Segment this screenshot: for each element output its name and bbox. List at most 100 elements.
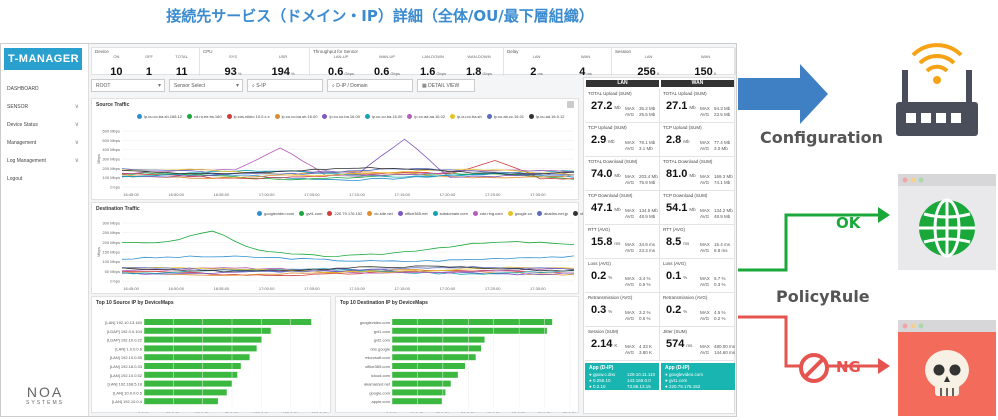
stat-group-title: Delay [507, 49, 519, 54]
filter-bar: ROOT ▾ Sensor Select ▾ ⌕ S-IP ⌕ D-IP / Dom… [91, 79, 581, 93]
legend-swatch [486, 114, 492, 120]
top-source-title: Top 10 Source IP by DeviceMaps [96, 300, 174, 306]
kpi-max-label: MAX [700, 174, 710, 179]
legend-item[interactable]: 220.79.176.152 [322, 211, 362, 217]
kpi-max-value: 94.3 Mb [714, 106, 731, 111]
kpi-avg: AVG 23.3 ms [625, 248, 655, 253]
legend-item[interactable]: subdomain.com [428, 211, 468, 217]
sensor-select[interactable]: Sensor Select ▾ [169, 79, 243, 92]
dip-domain-input[interactable]: ⌕ D-IP / Domain [327, 79, 413, 92]
legend-label: cdn.ring.com [479, 211, 503, 216]
sidebar-item-logout[interactable]: Logout [7, 174, 83, 184]
sidebar-item-label: Management [7, 140, 37, 146]
stat-value: 11 [175, 66, 188, 78]
sidebar-item-sensor[interactable]: SENSOR ∨ [7, 102, 83, 112]
series-line [121, 266, 575, 273]
router-icon [896, 43, 978, 136]
legend-item[interactable]: office365.net [393, 211, 428, 217]
sidebar-item-log-management[interactable]: Log Management ∨ [7, 156, 83, 166]
kpi-title: TCP Download (SUM) [663, 193, 708, 198]
app-name: ● 0.256.10 [589, 378, 611, 383]
prohibited-icon [799, 353, 829, 383]
kpi-value: 0.3% [591, 304, 613, 316]
bar-label: [LAN] 192.18.0.33 [110, 364, 143, 369]
kpi-cell: Retransmission (AVG) 0.3% MAX 3.2 % AVG 0.6 % [585, 293, 660, 327]
bar-label: googlevideo.com [360, 320, 391, 325]
legend-item[interactable]: ip.cu.co.ba.sh [445, 114, 482, 120]
kpi-title: TCP Upload (SUM) [663, 125, 702, 130]
kpi-value: 2.9 Mb [591, 134, 615, 146]
x-tick-label: 17:15:00 [394, 192, 410, 197]
bar-label: [LAN] 10.0.0.0.5 [113, 390, 143, 395]
legend-label: ip.cu.co.ba.16.00 [371, 114, 403, 119]
kpi-max-label: MAX [625, 208, 635, 213]
kpi-avg-value: 144.60 ms [714, 350, 736, 355]
legend-item[interactable]: cdn.ring.com [468, 211, 503, 217]
kpi-max: MAX 480.00 ms [700, 344, 735, 349]
kpi-title: TCP Upload (SUM) [588, 125, 627, 130]
kpi-cell: TCP Download (SUM) 47.1 Mb MAX 134.5 Mb AVG 48… [585, 191, 660, 225]
bar-label: google.com [369, 390, 390, 395]
dip-placeholder: D-IP / Domain [336, 83, 368, 89]
legend-swatch [432, 211, 438, 217]
web-ng-skull-icon [898, 320, 996, 416]
kpi-max: MAX 35.2 Mb [625, 106, 655, 111]
sidebar-item-dashboard[interactable]: DASHBOARD [7, 84, 83, 94]
kpi-avg-value: 23.3 ms [639, 248, 656, 253]
kpi-avg-label: AVG [625, 214, 635, 219]
detail-view-button[interactable]: ▦ DETAIL VIEW [417, 79, 475, 92]
legend-item[interactable]: ip.co.ad.aa.16.02 [402, 114, 445, 120]
kpi-max: MAX 3.4 % [625, 276, 651, 281]
root-select[interactable]: ROOT ▾ [91, 79, 165, 92]
app-dip-box[interactable]: App (D-IP) ● gpxw.c.dns 129.10.11.110 ● 0.2… [585, 363, 659, 390]
legend-item[interactable]: ip.cu.co.ba.16.00 [360, 114, 403, 120]
x-tick-label: 17:10:00 [349, 286, 365, 291]
stat-label: ON [113, 54, 120, 59]
legend-item[interactable]: akadns.net.jp [532, 211, 568, 217]
legend-swatch [327, 211, 333, 217]
legend-label: gvt1.com [306, 211, 323, 216]
kpi-avg: AVG 0.3 % [700, 282, 726, 287]
kpi-max-value: 169.3 Mb [714, 174, 733, 179]
legend-item[interactable]: ip.cu.co.ba.sh.168.12 [132, 114, 182, 120]
kpi-avg-label: AVG [700, 112, 710, 117]
legend-item[interactable]: ip.cu.co.ba.sh.16.00 [270, 114, 317, 120]
app-logo[interactable]: T-MANAGER [4, 48, 82, 70]
kpi-max: MAX 3.2 % [625, 310, 651, 315]
legend-item[interactable]: ip.cu.ad.16.0.12 [524, 114, 565, 120]
chevron-down-icon: ▾ [235, 83, 239, 89]
sidebar-item-management[interactable]: Management ∨ [7, 138, 83, 148]
app-dip-box[interactable]: App (D-IP) ● googlevideo.com ● gvt1.com ● 2… [661, 363, 735, 390]
app-box-row: ● googlevideo.com [665, 372, 703, 377]
legend-item[interactable]: google.co [503, 211, 532, 217]
kpi-max-value: 34.9 ms [639, 242, 656, 247]
chevron-down-icon: ∨ [74, 158, 79, 164]
sidebar-item-device-status[interactable]: Device Status ∨ [7, 120, 83, 130]
y-tick-label: 50 Mbps [105, 269, 120, 274]
kpi-max-value: 15.4 ms [714, 242, 731, 247]
bar-label: gvt1.com [374, 329, 391, 334]
x-tick-label: 40.0 Gb [487, 411, 502, 413]
kpi-max: MAX 203.4 Mb [625, 174, 658, 179]
legend-item[interactable]: cd.ru.ee.bs.160 [182, 114, 222, 120]
kpi-avg-label: AVG [625, 146, 635, 151]
bar-label: office365.com [365, 364, 390, 369]
sidebar-item-label: Logout [7, 176, 23, 182]
app-ip: 73.86.13.15 [627, 384, 651, 389]
kpi-title: TOTAL Upload (SUM) [588, 91, 632, 96]
kpi-value: 574 ms [666, 338, 693, 350]
legend-item[interactable]: ip.cu.ab.cc.16.01 [482, 114, 524, 120]
sip-input[interactable]: ⌕ S-IP [247, 79, 323, 92]
series-line [121, 167, 575, 175]
panel-menu-icon[interactable] [567, 101, 574, 108]
legend-swatch [472, 211, 478, 217]
bar [144, 336, 262, 343]
legend-item[interactable]: ip.cus.nikko 10.0.x.x [222, 114, 270, 120]
stat-group-title: Throughput for Sensor [313, 49, 359, 54]
legend-item[interactable]: dc-site.net [362, 211, 393, 217]
legend-item[interactable]: ip.cu.co.ba.16.00 [317, 114, 360, 120]
legend-swatch [507, 211, 513, 217]
kpi-avg: AVG 8.8 ms [700, 248, 728, 253]
legend-item[interactable]: gvt1.com [294, 211, 323, 217]
legend-item[interactable]: googlevideo.com [252, 211, 294, 217]
